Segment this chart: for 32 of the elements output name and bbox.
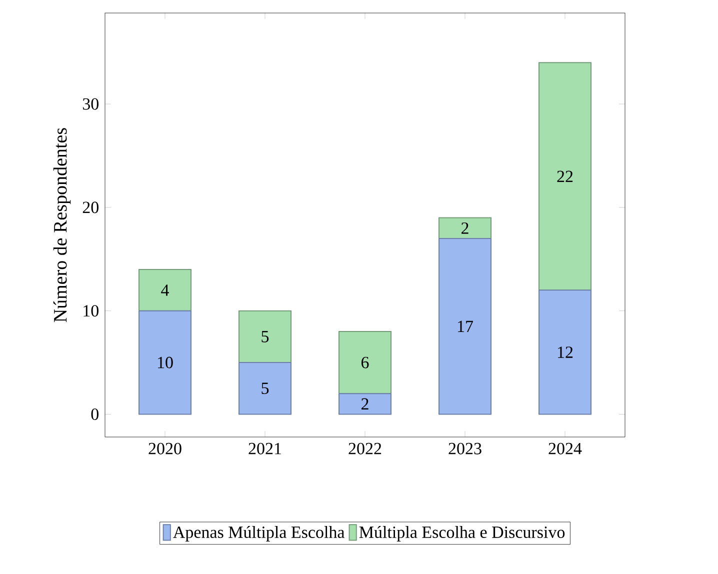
data-label: 17: [458, 320, 474, 332]
x-tick-label: 2020: [148, 442, 182, 454]
data-label: 5: [262, 382, 269, 394]
data-label: 12: [558, 346, 573, 358]
data-label: 6: [361, 356, 369, 368]
bar: [538, 62, 592, 291]
bar: [338, 393, 392, 415]
data-label: 4: [161, 284, 169, 296]
bar: [338, 331, 392, 394]
x-tick-label: 2021: [248, 442, 281, 454]
legend-label: Apenas Múltipla Escolha: [173, 526, 345, 542]
data-label: 10: [158, 356, 173, 368]
bar: [238, 310, 292, 364]
bar: [538, 290, 592, 415]
y-tick-label: 10: [84, 305, 98, 317]
legend-label: Múltipla Escolha e Discursivo: [359, 526, 565, 542]
bar: [138, 310, 192, 415]
y-tick-label: 20: [82, 202, 98, 214]
y-axis-title: Número de Respondentes: [53, 128, 71, 322]
x-tick-label: 2023: [448, 442, 482, 454]
bar: [438, 238, 492, 415]
bar: [438, 217, 492, 239]
bar: [238, 362, 292, 415]
data-label: 22: [557, 170, 573, 182]
data-label: 2: [462, 222, 468, 234]
y-tick-label: 0: [91, 408, 98, 420]
x-tick-label: 2022: [348, 442, 382, 454]
y-tick-label: 30: [82, 98, 98, 110]
data-label: 5: [262, 331, 269, 342]
bar: [138, 268, 192, 312]
data-label: 2: [362, 398, 368, 410]
x-tick-label: 2024: [548, 442, 582, 454]
